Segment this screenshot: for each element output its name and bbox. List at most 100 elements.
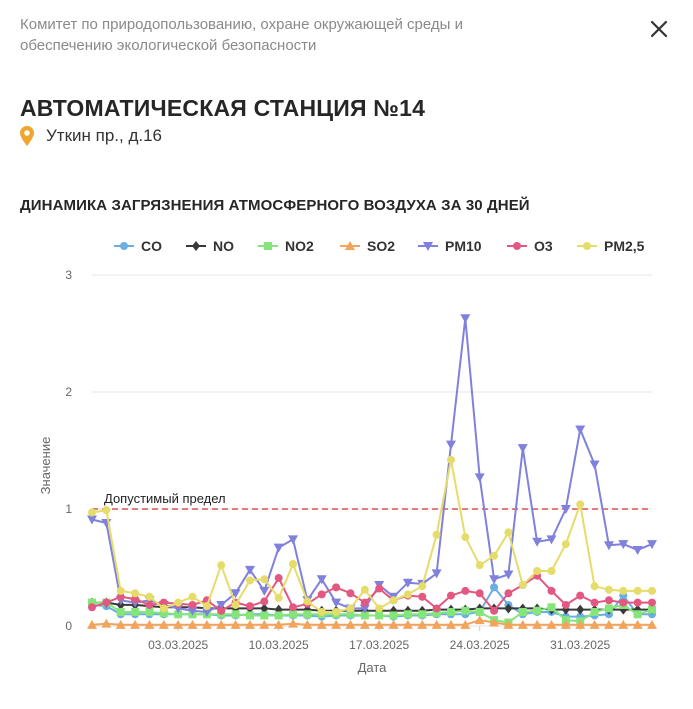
- data-point-pm10[interactable]: [431, 569, 442, 579]
- data-point-pm10[interactable]: [288, 535, 299, 545]
- data-point-so2[interactable]: [431, 619, 442, 629]
- data-point-so2[interactable]: [359, 619, 370, 629]
- data-point-so2[interactable]: [144, 619, 155, 629]
- data-point-pm25[interactable]: [461, 533, 470, 542]
- data-point-so2[interactable]: [345, 619, 356, 629]
- data-point-so2[interactable]: [589, 619, 600, 629]
- data-point-no2[interactable]: [131, 607, 140, 616]
- data-point-no2[interactable]: [432, 609, 441, 618]
- data-point-pm25[interactable]: [375, 604, 384, 613]
- data-point-pm10[interactable]: [230, 589, 241, 599]
- data-point-pm25[interactable]: [188, 592, 197, 601]
- data-point-o3[interactable]: [317, 590, 326, 599]
- data-point-so2[interactable]: [244, 619, 255, 629]
- data-point-pm10[interactable]: [632, 545, 643, 555]
- data-point-pm25[interactable]: [576, 500, 585, 509]
- data-point-o3[interactable]: [619, 598, 628, 607]
- data-point-so2[interactable]: [489, 617, 500, 627]
- data-point-so2[interactable]: [603, 619, 614, 629]
- data-point-o3[interactable]: [360, 598, 369, 607]
- data-point-pm10[interactable]: [331, 598, 342, 608]
- data-point-o3[interactable]: [475, 589, 484, 598]
- legend-marker[interactable]: [120, 242, 128, 250]
- data-point-pm10[interactable]: [603, 541, 614, 551]
- data-point-pm10[interactable]: [359, 604, 370, 614]
- data-point-so2[interactable]: [302, 619, 313, 629]
- data-point-pm25[interactable]: [317, 607, 326, 616]
- data-point-o3[interactable]: [590, 598, 599, 607]
- data-point-pm25[interactable]: [648, 586, 656, 595]
- data-point-pm25[interactable]: [403, 590, 412, 599]
- data-point-no2[interactable]: [418, 610, 427, 619]
- data-point-o3[interactable]: [88, 603, 96, 612]
- data-point-so2[interactable]: [517, 619, 528, 629]
- data-point-so2[interactable]: [460, 619, 471, 629]
- data-point-o3[interactable]: [648, 598, 656, 607]
- data-point-pm25[interactable]: [102, 506, 111, 515]
- data-point-o3[interactable]: [131, 595, 140, 604]
- data-point-pm25[interactable]: [274, 593, 283, 602]
- data-point-o3[interactable]: [102, 598, 111, 607]
- data-point-so2[interactable]: [130, 619, 141, 629]
- data-point-o3[interactable]: [375, 584, 384, 593]
- data-point-o3[interactable]: [245, 602, 254, 611]
- data-point-pm25[interactable]: [547, 567, 556, 576]
- data-point-pm10[interactable]: [187, 606, 198, 616]
- data-point-so2[interactable]: [546, 619, 557, 629]
- data-point-no2[interactable]: [274, 611, 283, 620]
- data-point-o3[interactable]: [490, 606, 499, 615]
- data-point-pm10[interactable]: [575, 425, 586, 435]
- data-point-o3[interactable]: [432, 604, 441, 613]
- legend-item-o3[interactable]: O3: [507, 238, 553, 254]
- data-point-no[interactable]: [504, 603, 513, 614]
- data-point-pm10[interactable]: [402, 578, 413, 588]
- data-point-so2[interactable]: [532, 619, 543, 629]
- legend-marker[interactable]: [192, 241, 200, 251]
- data-point-no2[interactable]: [389, 611, 398, 620]
- data-point-no[interactable]: [576, 604, 585, 615]
- data-point-no[interactable]: [260, 603, 269, 614]
- data-point-pm25[interactable]: [88, 508, 96, 517]
- data-point-so2[interactable]: [417, 619, 428, 629]
- data-point-o3[interactable]: [260, 597, 269, 606]
- data-point-o3[interactable]: [274, 574, 283, 583]
- data-point-pm10[interactable]: [316, 575, 327, 585]
- data-point-o3[interactable]: [561, 600, 570, 609]
- data-point-pm10[interactable]: [445, 440, 456, 450]
- data-point-pm25[interactable]: [245, 576, 254, 585]
- data-point-so2[interactable]: [273, 619, 284, 629]
- data-point-no2[interactable]: [116, 607, 125, 616]
- data-point-pm25[interactable]: [475, 561, 484, 570]
- data-point-so2[interactable]: [388, 619, 399, 629]
- data-point-no2[interactable]: [648, 605, 656, 614]
- legend-item-no2[interactable]: NO2: [258, 238, 314, 254]
- data-point-pm25[interactable]: [289, 559, 298, 568]
- close-icon[interactable]: [646, 16, 672, 42]
- data-point-so2[interactable]: [618, 619, 629, 629]
- data-point-pm25[interactable]: [389, 596, 398, 605]
- data-point-o3[interactable]: [461, 586, 470, 595]
- data-point-pm10[interactable]: [474, 473, 485, 483]
- data-point-pm25[interactable]: [633, 586, 642, 595]
- data-point-so2[interactable]: [503, 619, 514, 629]
- data-point-no2[interactable]: [303, 610, 312, 619]
- data-point-o3[interactable]: [289, 603, 298, 612]
- data-point-pm25[interactable]: [217, 561, 226, 570]
- data-point-no2[interactable]: [260, 611, 269, 620]
- data-point-pm10[interactable]: [546, 535, 557, 545]
- legend-item-so2[interactable]: SO2: [340, 238, 395, 254]
- data-point-pm25[interactable]: [418, 582, 427, 591]
- data-point-pm25[interactable]: [145, 592, 154, 601]
- data-point-no2[interactable]: [360, 611, 369, 620]
- data-point-no2[interactable]: [475, 607, 484, 616]
- data-point-no2[interactable]: [446, 607, 455, 616]
- legend-item-pm25[interactable]: PM2,5: [577, 238, 645, 254]
- data-point-pm10[interactable]: [618, 540, 629, 550]
- data-point-pm10[interactable]: [589, 460, 600, 470]
- legend-item-co[interactable]: CO: [114, 238, 162, 254]
- data-point-so2[interactable]: [474, 615, 485, 625]
- legend-marker[interactable]: [264, 242, 272, 250]
- data-point-o3[interactable]: [633, 598, 642, 607]
- data-point-pm25[interactable]: [202, 602, 211, 611]
- data-point-no2[interactable]: [289, 610, 298, 619]
